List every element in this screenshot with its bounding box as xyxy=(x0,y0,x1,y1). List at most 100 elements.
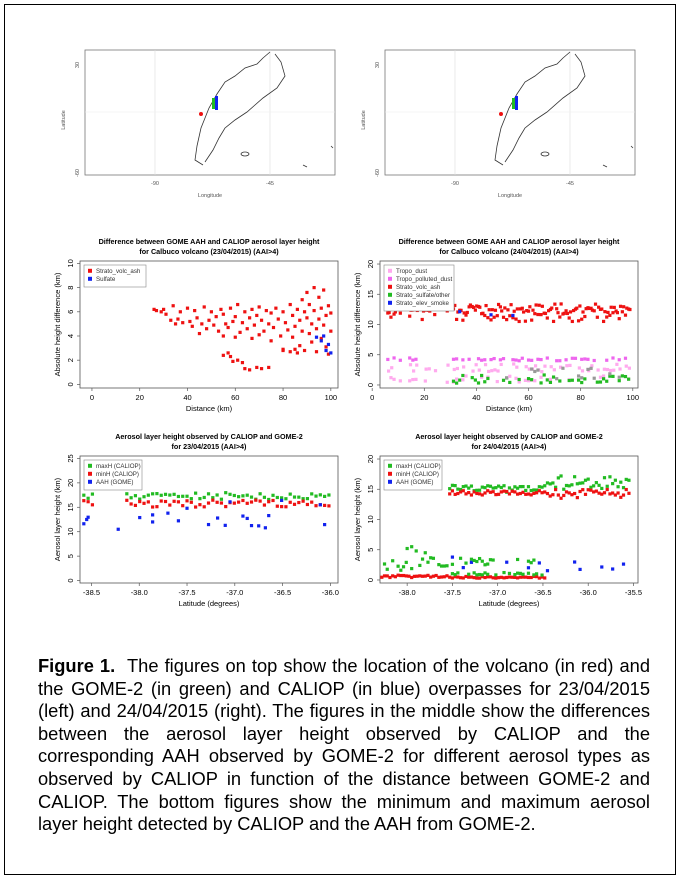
legend-marker xyxy=(388,276,392,281)
data-point xyxy=(237,495,241,499)
x-tick-label: -38.5 xyxy=(83,588,100,597)
data-point xyxy=(573,491,577,496)
data-point xyxy=(515,307,519,311)
data-point xyxy=(456,575,460,579)
data-point xyxy=(543,576,547,580)
data-point xyxy=(456,487,460,491)
data-point xyxy=(445,574,449,578)
data-point xyxy=(85,517,89,522)
data-point xyxy=(602,367,606,371)
data-point xyxy=(461,378,465,382)
data-point xyxy=(288,350,292,354)
data-point xyxy=(483,363,488,367)
data-point xyxy=(581,488,585,492)
data-point xyxy=(219,307,223,311)
data-point xyxy=(129,502,133,506)
data-point xyxy=(211,496,215,500)
data-point xyxy=(176,317,180,321)
x-tick-label: 20 xyxy=(420,393,428,402)
data-point xyxy=(455,357,459,361)
data-point xyxy=(496,484,501,488)
data-point xyxy=(322,288,326,292)
data-point xyxy=(385,567,389,571)
data-point xyxy=(159,310,163,314)
data-point xyxy=(305,497,310,501)
chart-height-diff-24apr: Difference between GOME AAH and CALIOP a… xyxy=(353,237,639,413)
data-point xyxy=(605,358,609,362)
data-point xyxy=(453,492,457,497)
data-point xyxy=(618,367,622,371)
data-point xyxy=(520,306,524,310)
volcano-marker xyxy=(199,112,203,116)
data-point xyxy=(288,302,292,307)
data-point xyxy=(206,522,211,527)
data-point xyxy=(451,357,456,361)
data-point xyxy=(323,494,327,499)
data-point xyxy=(439,564,444,568)
legend-box xyxy=(83,459,143,491)
data-point xyxy=(305,290,309,295)
data-point xyxy=(318,493,322,497)
y-tick-label: 0 xyxy=(366,578,375,582)
data-point xyxy=(138,497,142,501)
x-tick-label: 60 xyxy=(231,393,239,402)
data-point xyxy=(509,303,513,307)
data-point xyxy=(524,575,528,579)
data-point xyxy=(524,488,528,493)
data-point xyxy=(281,348,285,353)
data-point xyxy=(600,307,604,311)
data-point xyxy=(611,491,615,495)
data-point xyxy=(310,500,314,504)
data-point xyxy=(511,358,515,362)
data-point xyxy=(271,325,276,330)
data-point xyxy=(212,323,216,327)
data-point xyxy=(530,318,534,322)
data-point xyxy=(490,308,494,312)
data-point xyxy=(168,503,172,507)
data-point xyxy=(521,310,526,314)
y-tick-label: 10 xyxy=(366,320,375,328)
map-xlabel: Longitude xyxy=(198,193,222,199)
data-point xyxy=(198,497,202,501)
data-point xyxy=(468,303,473,307)
data-point xyxy=(535,572,539,576)
data-point xyxy=(404,560,408,564)
data-point xyxy=(605,484,609,488)
x-tick-label: -35.5 xyxy=(625,588,642,597)
data-point xyxy=(314,504,318,508)
data-point xyxy=(580,317,584,321)
data-point xyxy=(286,328,290,332)
y-tick-label: 15 xyxy=(366,485,375,493)
data-point xyxy=(168,493,172,497)
legend-entry: minH (CALIOP) xyxy=(396,471,439,478)
data-point xyxy=(202,495,206,500)
volcano-marker xyxy=(499,112,503,116)
data-point xyxy=(492,315,496,319)
data-point xyxy=(532,488,536,492)
data-point xyxy=(429,556,433,560)
x-tick-label: -36.0 xyxy=(322,588,339,597)
data-point xyxy=(517,380,521,384)
legend-entry: maxH (CALIOP) xyxy=(96,463,141,470)
data-point xyxy=(90,503,95,507)
legend-entry: minH (CALIOP) xyxy=(96,471,139,478)
data-point xyxy=(551,319,556,324)
data-point xyxy=(598,375,603,379)
x-tick-label: 100 xyxy=(325,393,338,402)
data-point xyxy=(431,556,436,560)
data-point xyxy=(518,491,522,496)
data-point xyxy=(495,314,499,318)
data-point xyxy=(151,505,155,509)
data-point xyxy=(548,494,552,498)
plot-frame xyxy=(79,455,339,584)
data-point xyxy=(228,354,233,359)
data-point xyxy=(469,484,474,488)
y-tick-label: 10 xyxy=(66,528,75,536)
data-point xyxy=(434,573,438,578)
data-point xyxy=(598,380,603,384)
data-point xyxy=(391,559,395,563)
data-point xyxy=(284,505,288,509)
data-point xyxy=(458,576,463,580)
data-point xyxy=(487,369,491,374)
data-point xyxy=(547,309,551,313)
